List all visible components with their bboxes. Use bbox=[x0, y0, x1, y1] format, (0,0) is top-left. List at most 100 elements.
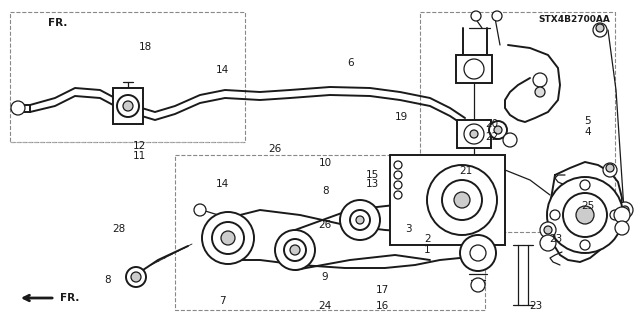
Circle shape bbox=[356, 216, 364, 224]
Circle shape bbox=[394, 181, 402, 189]
Circle shape bbox=[275, 230, 315, 270]
Circle shape bbox=[442, 180, 482, 220]
Text: 6: 6 bbox=[348, 58, 354, 68]
Circle shape bbox=[480, 186, 492, 198]
Text: FR.: FR. bbox=[60, 293, 79, 303]
Text: 23: 23 bbox=[530, 300, 543, 311]
Circle shape bbox=[470, 245, 486, 261]
Bar bbox=[420, 12, 615, 232]
Circle shape bbox=[462, 186, 474, 198]
Text: 26: 26 bbox=[319, 220, 332, 230]
Text: 20: 20 bbox=[485, 119, 498, 129]
Circle shape bbox=[550, 210, 560, 220]
Text: 19: 19 bbox=[396, 112, 408, 122]
Circle shape bbox=[464, 124, 484, 144]
Circle shape bbox=[212, 222, 244, 254]
Circle shape bbox=[221, 231, 235, 245]
Text: 12: 12 bbox=[133, 141, 146, 151]
Text: 26: 26 bbox=[269, 144, 282, 154]
Circle shape bbox=[465, 189, 471, 195]
Circle shape bbox=[464, 59, 484, 79]
Circle shape bbox=[340, 200, 380, 240]
Circle shape bbox=[454, 192, 470, 208]
Text: 17: 17 bbox=[376, 285, 389, 295]
Text: 9: 9 bbox=[322, 272, 328, 282]
Circle shape bbox=[593, 23, 607, 37]
Text: 28: 28 bbox=[112, 224, 125, 234]
Circle shape bbox=[470, 130, 478, 138]
Circle shape bbox=[117, 95, 139, 117]
Circle shape bbox=[126, 267, 146, 287]
Circle shape bbox=[610, 210, 620, 220]
Circle shape bbox=[471, 278, 485, 292]
Text: 14: 14 bbox=[216, 64, 229, 75]
Text: STX4B2700AA: STX4B2700AA bbox=[539, 15, 611, 24]
Circle shape bbox=[580, 180, 590, 190]
Text: 16: 16 bbox=[376, 300, 389, 311]
Text: 8: 8 bbox=[322, 186, 328, 196]
Text: 13: 13 bbox=[366, 179, 379, 189]
Circle shape bbox=[123, 101, 133, 111]
Text: 25: 25 bbox=[581, 201, 594, 211]
Circle shape bbox=[460, 235, 496, 271]
Circle shape bbox=[394, 161, 402, 169]
Circle shape bbox=[394, 171, 402, 179]
Text: 15: 15 bbox=[366, 170, 379, 180]
Text: 18: 18 bbox=[140, 42, 152, 52]
Text: 24: 24 bbox=[319, 300, 332, 311]
Circle shape bbox=[535, 87, 545, 97]
Circle shape bbox=[533, 73, 547, 87]
Text: 7: 7 bbox=[220, 296, 226, 307]
Circle shape bbox=[494, 126, 502, 134]
Circle shape bbox=[503, 133, 517, 147]
Circle shape bbox=[350, 210, 370, 230]
Bar bbox=[10, 12, 245, 142]
Text: 11: 11 bbox=[133, 151, 146, 161]
Text: 2: 2 bbox=[424, 234, 431, 244]
Circle shape bbox=[606, 164, 614, 172]
Circle shape bbox=[576, 206, 594, 224]
Text: 3: 3 bbox=[405, 224, 412, 234]
Circle shape bbox=[131, 272, 141, 282]
Text: 23: 23 bbox=[549, 234, 562, 244]
Circle shape bbox=[615, 221, 629, 235]
Text: 1: 1 bbox=[424, 245, 431, 256]
Bar bbox=[390, 155, 505, 245]
Text: 22: 22 bbox=[485, 131, 498, 142]
Circle shape bbox=[596, 24, 604, 32]
Text: 4: 4 bbox=[584, 127, 591, 137]
Circle shape bbox=[617, 202, 633, 218]
Circle shape bbox=[544, 226, 552, 234]
Text: FR.: FR. bbox=[48, 18, 67, 28]
Circle shape bbox=[621, 206, 629, 214]
Circle shape bbox=[438, 182, 458, 202]
Circle shape bbox=[194, 204, 206, 216]
Circle shape bbox=[614, 207, 630, 223]
Bar bbox=[457, 120, 491, 148]
Bar bbox=[175, 155, 485, 310]
Circle shape bbox=[471, 11, 481, 21]
Circle shape bbox=[603, 163, 617, 177]
Text: 10: 10 bbox=[319, 158, 332, 168]
Circle shape bbox=[563, 193, 607, 237]
Circle shape bbox=[580, 240, 590, 250]
Circle shape bbox=[443, 187, 453, 197]
Bar bbox=[456, 55, 492, 83]
Text: 21: 21 bbox=[460, 166, 472, 176]
Circle shape bbox=[489, 121, 507, 139]
Text: 8: 8 bbox=[104, 275, 111, 285]
Bar bbox=[113, 88, 143, 124]
Circle shape bbox=[202, 212, 254, 264]
Text: 5: 5 bbox=[584, 115, 591, 126]
Circle shape bbox=[427, 165, 497, 235]
Circle shape bbox=[547, 177, 623, 253]
Circle shape bbox=[455, 179, 481, 205]
Circle shape bbox=[284, 239, 306, 261]
Circle shape bbox=[492, 11, 502, 21]
Circle shape bbox=[540, 235, 556, 251]
Circle shape bbox=[290, 245, 300, 255]
Circle shape bbox=[394, 191, 402, 199]
Circle shape bbox=[540, 222, 556, 238]
Circle shape bbox=[11, 101, 25, 115]
Text: 14: 14 bbox=[216, 179, 229, 189]
